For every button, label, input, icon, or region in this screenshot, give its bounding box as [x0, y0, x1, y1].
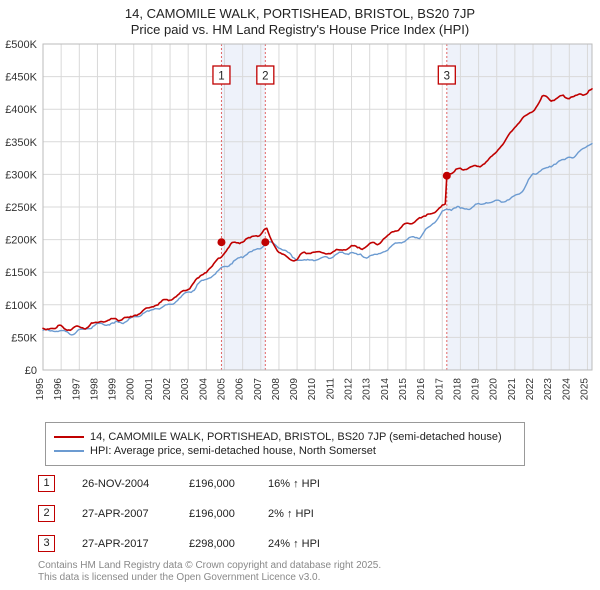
svg-text:2024: 2024	[561, 378, 572, 401]
svg-text:2002: 2002	[162, 378, 173, 401]
svg-text:3: 3	[444, 71, 450, 83]
svg-text:2012: 2012	[344, 378, 355, 401]
svg-text:£0: £0	[25, 365, 37, 377]
svg-text:2018: 2018	[452, 378, 463, 401]
svg-text:£50K: £50K	[11, 332, 37, 344]
svg-text:2009: 2009	[289, 378, 300, 401]
svg-text:2010: 2010	[307, 378, 318, 401]
svg-text:1995: 1995	[35, 378, 46, 401]
svg-text:2014: 2014	[380, 378, 391, 401]
svg-text:1998: 1998	[89, 378, 100, 401]
svg-text:2000: 2000	[126, 378, 137, 401]
svg-text:2005: 2005	[216, 378, 227, 401]
svg-text:2015: 2015	[398, 378, 409, 401]
svg-text:£150K: £150K	[5, 267, 37, 279]
svg-text:2013: 2013	[362, 378, 373, 401]
svg-text:2008: 2008	[271, 378, 282, 401]
svg-text:2019: 2019	[471, 378, 482, 401]
svg-text:2007: 2007	[253, 378, 264, 401]
svg-text:£500K: £500K	[5, 39, 37, 51]
svg-text:2004: 2004	[198, 378, 209, 401]
svg-text:2025: 2025	[579, 378, 590, 401]
svg-text:2011: 2011	[325, 378, 336, 400]
svg-text:2006: 2006	[235, 378, 246, 401]
svg-text:£300K: £300K	[5, 169, 37, 181]
svg-text:£350K: £350K	[5, 137, 37, 149]
svg-text:£100K: £100K	[5, 300, 37, 312]
svg-text:1: 1	[218, 71, 224, 83]
svg-text:£400K: £400K	[5, 104, 37, 116]
svg-text:1999: 1999	[108, 378, 119, 401]
svg-text:2020: 2020	[489, 378, 500, 401]
svg-text:2016: 2016	[416, 378, 427, 401]
svg-text:2: 2	[262, 71, 268, 83]
svg-text:2021: 2021	[507, 378, 518, 401]
svg-text:2022: 2022	[525, 378, 536, 401]
svg-text:2017: 2017	[434, 378, 445, 401]
svg-text:2023: 2023	[543, 378, 554, 401]
svg-text:£450K: £450K	[5, 72, 37, 84]
svg-text:£250K: £250K	[5, 202, 37, 214]
svg-text:1997: 1997	[71, 378, 82, 401]
svg-text:2001: 2001	[144, 378, 155, 401]
svg-text:1996: 1996	[53, 378, 64, 401]
svg-text:2003: 2003	[180, 378, 191, 401]
svg-text:£200K: £200K	[5, 235, 37, 247]
